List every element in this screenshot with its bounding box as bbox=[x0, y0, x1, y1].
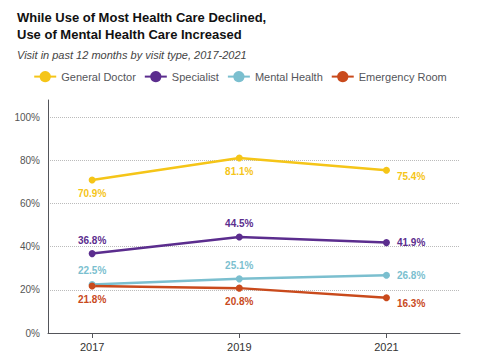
svg-text:100%: 100% bbox=[14, 112, 40, 123]
svg-text:81.1%: 81.1% bbox=[225, 166, 253, 177]
svg-text:44.5%: 44.5% bbox=[225, 218, 253, 229]
svg-text:60%: 60% bbox=[20, 198, 40, 209]
svg-text:0%: 0% bbox=[26, 328, 41, 339]
svg-text:2017: 2017 bbox=[80, 341, 104, 353]
svg-text:80%: 80% bbox=[20, 155, 40, 166]
svg-text:26.8%: 26.8% bbox=[397, 270, 425, 281]
svg-text:While Use of Most Health Care: While Use of Most Health Care Declined, bbox=[17, 10, 266, 25]
svg-text:General Doctor: General Doctor bbox=[61, 71, 136, 83]
svg-text:2019: 2019 bbox=[227, 341, 251, 353]
svg-text:2021: 2021 bbox=[374, 341, 398, 353]
svg-text:20.8%: 20.8% bbox=[225, 296, 253, 307]
svg-text:Mental Health: Mental Health bbox=[255, 71, 323, 83]
svg-text:25.1%: 25.1% bbox=[225, 260, 253, 271]
svg-text:Visit in past 12 months by vis: Visit in past 12 months by visit type, 2… bbox=[17, 49, 247, 61]
svg-text:36.8%: 36.8% bbox=[78, 235, 106, 246]
svg-text:Use of Mental Health Care Incr: Use of Mental Health Care Increased bbox=[17, 27, 242, 42]
svg-text:20%: 20% bbox=[20, 284, 40, 295]
svg-text:70.9%: 70.9% bbox=[78, 188, 106, 199]
svg-text:16.3%: 16.3% bbox=[397, 298, 425, 309]
svg-text:75.4%: 75.4% bbox=[397, 171, 425, 182]
svg-text:41.9%: 41.9% bbox=[397, 237, 425, 248]
svg-text:40%: 40% bbox=[20, 241, 40, 252]
svg-text:Specialist: Specialist bbox=[172, 71, 219, 83]
svg-text:22.5%: 22.5% bbox=[78, 265, 106, 276]
svg-text:Emergency Room: Emergency Room bbox=[359, 71, 447, 83]
svg-text:21.8%: 21.8% bbox=[78, 294, 106, 305]
